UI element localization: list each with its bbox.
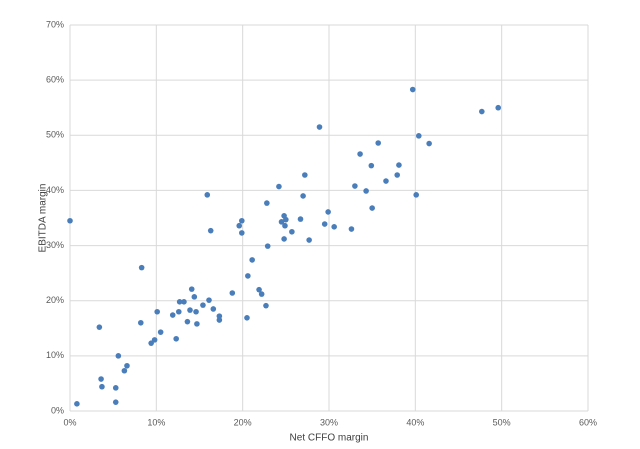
data-point xyxy=(352,183,358,189)
data-point xyxy=(263,302,269,309)
data-point xyxy=(194,321,200,327)
x-tick-label: 10% xyxy=(147,417,165,427)
x-tick-label: 40% xyxy=(406,417,424,427)
data-point xyxy=(151,337,158,343)
data-point xyxy=(278,219,285,225)
data-point xyxy=(112,399,119,405)
data-point xyxy=(249,257,255,263)
data-point xyxy=(331,224,337,230)
data-point xyxy=(121,367,128,374)
data-point xyxy=(98,376,104,382)
data-point xyxy=(173,335,179,342)
data-point xyxy=(239,230,245,236)
data-point xyxy=(281,236,287,242)
data-point xyxy=(200,302,206,308)
data-point xyxy=(96,324,103,330)
data-point xyxy=(426,140,432,147)
data-point xyxy=(396,162,402,168)
x-tick-label: 50% xyxy=(493,417,511,427)
data-point xyxy=(316,124,323,130)
data-point xyxy=(306,237,312,243)
data-point xyxy=(138,264,145,271)
data-point xyxy=(325,209,331,215)
data-point xyxy=(413,192,419,198)
data-point xyxy=(216,317,223,323)
data-point xyxy=(187,307,193,313)
data-point xyxy=(264,200,270,206)
data-point xyxy=(115,353,122,359)
y-tick-label: 0% xyxy=(51,405,64,415)
data-point xyxy=(409,86,416,93)
y-tick-label: 70% xyxy=(46,19,64,29)
data-point xyxy=(282,222,288,229)
data-point xyxy=(229,290,236,296)
data-point xyxy=(148,340,154,346)
y-axis-title: EBITDA margin xyxy=(38,184,49,253)
data-point xyxy=(283,216,289,223)
data-point xyxy=(479,108,485,115)
x-tick-label: 60% xyxy=(579,417,597,427)
y-tick-label: 20% xyxy=(46,295,64,305)
data-point xyxy=(216,313,223,319)
data-point xyxy=(495,104,502,111)
data-point xyxy=(169,312,176,318)
data-point xyxy=(239,217,245,224)
data-point xyxy=(415,133,422,139)
data-point xyxy=(175,308,182,315)
data-point xyxy=(368,162,375,169)
data-point xyxy=(264,243,271,249)
data-point xyxy=(206,297,212,303)
data-point xyxy=(154,308,160,315)
data-point xyxy=(67,217,73,224)
data-point xyxy=(363,188,369,194)
data-point xyxy=(369,205,375,211)
data-point xyxy=(176,299,183,305)
data-point xyxy=(99,383,105,390)
data-point xyxy=(184,318,191,325)
data-point xyxy=(124,362,130,369)
y-tick-label: 10% xyxy=(46,350,64,360)
data-point xyxy=(258,291,265,297)
data-point xyxy=(348,226,355,232)
data-point xyxy=(74,401,80,407)
x-tick-label: 30% xyxy=(320,417,338,427)
y-tick-label: 50% xyxy=(46,130,64,140)
data-point xyxy=(256,286,262,293)
data-point xyxy=(112,385,119,391)
data-point xyxy=(245,273,251,279)
data-point xyxy=(157,329,164,335)
data-point xyxy=(210,306,217,312)
data-point xyxy=(244,315,250,321)
data-point xyxy=(207,227,214,234)
y-tick-label: 40% xyxy=(46,185,64,195)
x-axis-title: Net CFFO margin xyxy=(290,433,369,444)
data-point xyxy=(191,294,198,300)
data-point xyxy=(300,193,306,199)
data-point xyxy=(137,319,144,326)
data-point xyxy=(236,222,243,229)
data-point xyxy=(383,178,389,184)
data-point xyxy=(193,308,199,315)
y-tick-label: 30% xyxy=(46,240,64,250)
data-point xyxy=(204,192,211,198)
x-tick-label: 0% xyxy=(63,417,76,427)
data-point xyxy=(394,172,401,178)
data-point xyxy=(289,228,295,235)
data-point xyxy=(321,221,328,227)
data-point xyxy=(188,286,195,292)
data-point xyxy=(297,216,304,222)
data-point xyxy=(276,183,282,190)
x-tick-label: 20% xyxy=(234,417,252,427)
data-point xyxy=(375,140,382,146)
data-point xyxy=(181,299,187,305)
y-tick-label: 60% xyxy=(46,75,64,85)
data-point xyxy=(357,151,363,157)
data-point xyxy=(302,172,308,178)
